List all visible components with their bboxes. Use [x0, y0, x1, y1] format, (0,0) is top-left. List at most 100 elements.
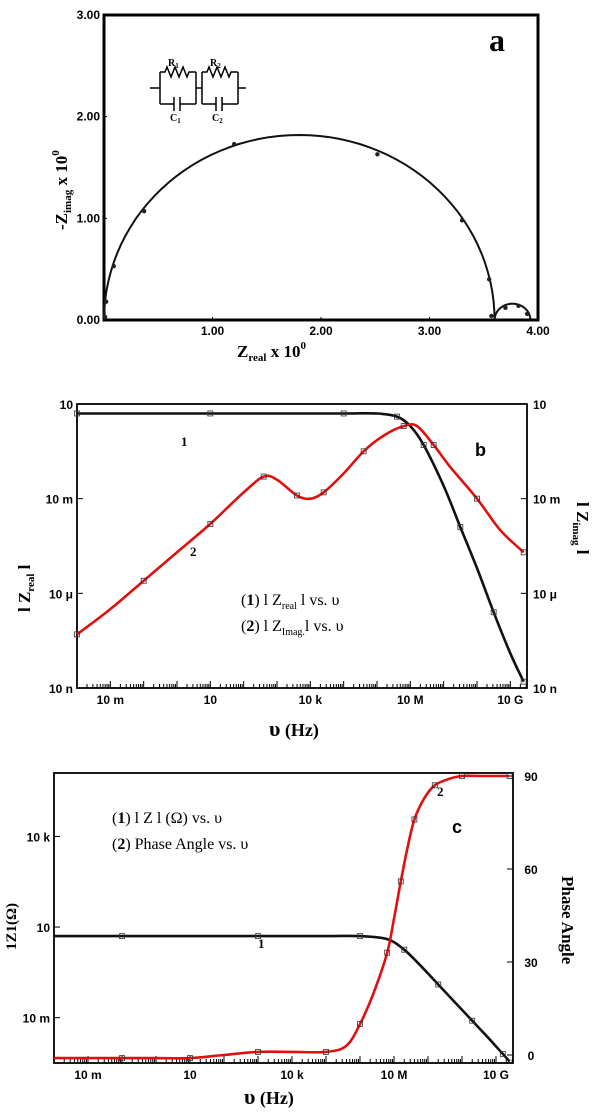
panel-a-ticks: 1.00 2.00 3.00 4.00 0.00 1.00 2.00 3.00: [77, 8, 550, 338]
series-1-marker: [435, 981, 442, 988]
y-right-tick-label: 90: [524, 770, 538, 784]
y-tick-label: 2.00: [77, 110, 101, 124]
circuit-label-c2: C2: [212, 113, 223, 125]
panel-b-label: b: [475, 440, 486, 460]
series-1-marker: [401, 946, 408, 953]
panel-a-marks: [102, 133, 532, 321]
panel-c-ylabel-left: 1Z1(Ω): [4, 903, 20, 950]
panel-a-xlabel: Zreal x 100: [237, 340, 306, 364]
y-right-tick-label: 10 μ: [533, 587, 557, 601]
x-tick-label: 10: [204, 693, 218, 707]
x-tick-label: 10 M: [381, 1068, 408, 1082]
series-1-marker: [469, 1017, 476, 1024]
series-1-marker: [340, 410, 347, 417]
circuit-label-r2: R2: [210, 58, 221, 70]
series-2-marker: [323, 1049, 329, 1055]
data-point: [489, 313, 494, 319]
series-2-marker: [207, 521, 214, 527]
panel-b-marks: [74, 410, 527, 685]
x-tick-label: 10 k: [299, 693, 323, 707]
panel-b-ylabel-left: l Zreal l: [15, 564, 37, 612]
series-1-marker: [499, 1051, 506, 1057]
circuit-diagram: [150, 64, 246, 111]
y-right-tick-label: 10 n: [533, 682, 557, 696]
data-point: [111, 263, 116, 269]
panel-b-curve-label-1: 1: [181, 434, 188, 449]
data-point: [503, 305, 508, 310]
panel-b-legend-1: (1) l Zreal l vs. υ: [241, 592, 340, 612]
y-tick-label: 10 m: [23, 1012, 50, 1026]
y-right-tick-label: 60: [524, 863, 538, 877]
panel-c-legend-2: (2) Phase Angle vs. υ: [112, 836, 248, 853]
series-2-line: [76, 422, 525, 636]
series-2-marker: [430, 442, 437, 448]
series-2-marker: [140, 577, 147, 584]
series-2-marker: [360, 448, 367, 455]
x-tick-label: 10 M: [397, 693, 424, 707]
panel-b-legend-2: (2) l ZImag.l vs. υ: [241, 618, 344, 638]
y-right-tick-label: 10 m: [533, 493, 560, 507]
y-tick-label: 10: [37, 921, 51, 935]
series-2-marker: [459, 773, 465, 779]
panel-b-xlabel: υ (Hz): [269, 716, 319, 741]
circuit-label-r1: R1: [168, 58, 179, 70]
series-2-marker: [400, 423, 407, 429]
series-2-marker: [520, 549, 527, 556]
y-tick-label: 10 k: [27, 830, 51, 844]
series-1-line: [54, 934, 511, 1063]
series-1-marker: [357, 933, 363, 940]
x-tick-label: 10: [183, 1068, 197, 1082]
y-tick-label: 1.00: [77, 211, 101, 225]
data-point: [375, 152, 380, 157]
panel-b-ylabel-right: l Zimag l: [570, 502, 592, 555]
x-tick-label: 10 m: [97, 693, 124, 707]
series-2-marker: [187, 1055, 193, 1061]
series-2-marker: [411, 816, 418, 823]
x-tick-label: 2.00: [309, 324, 333, 338]
panel-b-curve-label-2: 2: [190, 544, 197, 559]
series-2-marker: [357, 1021, 363, 1027]
series-2-marker: [260, 473, 267, 480]
data-point: [516, 303, 521, 308]
data-point: [141, 209, 147, 214]
data-point: [459, 218, 465, 223]
panel-c-legend-1: (1) l Z l (Ω) vs. υ: [112, 810, 222, 827]
arc-1-line: [103, 133, 496, 321]
series-2-line: [54, 774, 510, 1060]
y-tick-label: 0.00: [77, 313, 101, 327]
x-tick-label: 4.00: [526, 324, 550, 338]
y-tick-label: 3.00: [77, 8, 101, 22]
data-point: [102, 314, 108, 320]
series-2-marker: [397, 878, 404, 885]
panel-c-label: c: [452, 817, 462, 837]
panel-a-ylabel: -Zimag x 100: [50, 150, 74, 230]
series-2-marker: [119, 1055, 125, 1061]
series-2-marker: [320, 489, 327, 496]
panel-a: a 1.00 2.00 3.00 4.00 0.00 1.00 2.00 3.00 Zreal…: [50, 8, 550, 364]
arc-2-line: [493, 302, 532, 320]
y-tick-label: 10 n: [49, 682, 73, 696]
panel-c: c 10 m 10 10 k 10 M 10 G 10 k 10 10 m 90 60 30 0 1Z…: [4, 770, 577, 1109]
panel-c-ylabel-right: Phase Angle: [558, 876, 577, 965]
circuit-label-c1: C1: [170, 113, 181, 125]
panel-c-xlabel: υ (Hz): [244, 1084, 294, 1109]
panel-c-ticks: 10 m 10 10 k 10 M 10 G 10 k 10 10 m 90 60 30 0: [23, 770, 538, 1082]
x-tick-label: 1.00: [201, 324, 225, 338]
series-2-marker: [384, 949, 391, 956]
data-point: [103, 299, 109, 304]
series-1-marker: [457, 524, 464, 530]
series-1-marker: [420, 442, 427, 448]
y-right-tick-label: 10: [533, 398, 547, 412]
data-point: [524, 311, 530, 317]
data-point: [486, 277, 492, 282]
x-tick-label: 10 k: [280, 1068, 304, 1082]
series-1-marker: [119, 933, 125, 940]
y-right-tick-label: 0: [528, 1049, 535, 1063]
x-tick-label: 3.00: [418, 324, 442, 338]
panel-c-frame: [53, 772, 514, 1064]
series-2-marker: [294, 492, 300, 499]
series-2-marker: [474, 495, 480, 502]
series-2-marker: [74, 631, 80, 638]
series-1-marker: [207, 410, 214, 417]
